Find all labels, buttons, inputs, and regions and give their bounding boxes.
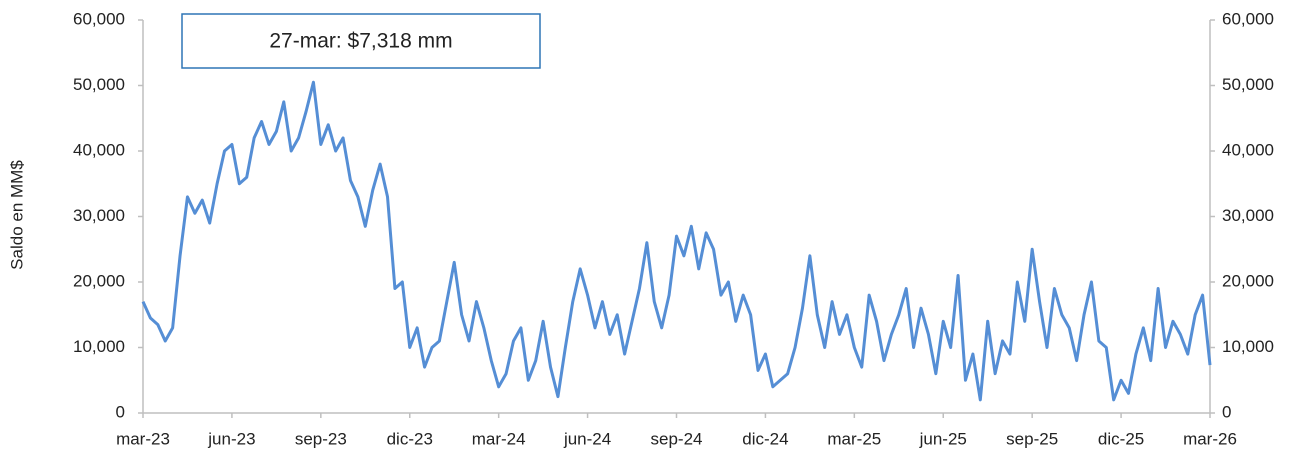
annotation: 27-mar: $7,318 mm [269, 30, 452, 53]
x-tick-label: mar-24 [472, 429, 526, 448]
y-tick-label: 50,000 [73, 75, 125, 94]
y-tick-label: 0 [116, 402, 125, 421]
y-axis-label: Saldo en MM$ [7, 160, 26, 270]
y-tick-label: 20,000 [73, 271, 125, 290]
y2-tick-label: 30,000 [1222, 206, 1274, 225]
y-tick-label: 10,000 [73, 337, 125, 356]
x-tick-label: sep-25 [1006, 429, 1058, 448]
x-tick-label: sep-23 [295, 429, 347, 448]
x-tick-label: sep-24 [651, 429, 703, 448]
annotation-box [181, 13, 541, 69]
y2-tick-label: 40,000 [1222, 140, 1274, 159]
x-tick-label: jun-25 [919, 429, 967, 448]
x-tick-label: mar-26 [1183, 429, 1237, 448]
data-line [141, 80, 1212, 402]
y-tick-label: 30,000 [73, 206, 125, 225]
y-tick-label: 60,000 [73, 9, 125, 28]
x-tick-label: dic-24 [742, 429, 788, 448]
x-tick-label: jun-23 [207, 429, 255, 448]
y2-tick-label: 50,000 [1222, 75, 1274, 94]
x-tick-label: mar-25 [827, 429, 881, 448]
y2-tick-label: 10,000 [1222, 337, 1274, 356]
y2-tick-label: 60,000 [1222, 9, 1274, 28]
x-tick-label: mar-23 [116, 429, 170, 448]
x-tick-label: jun-24 [563, 429, 611, 448]
y-tick-label: 40,000 [73, 140, 125, 159]
y2-tick-label: 20,000 [1222, 271, 1274, 290]
y2-tick-label: 0 [1222, 402, 1231, 421]
x-tick-label: dic-23 [387, 429, 433, 448]
x-tick-label: dic-25 [1098, 429, 1144, 448]
